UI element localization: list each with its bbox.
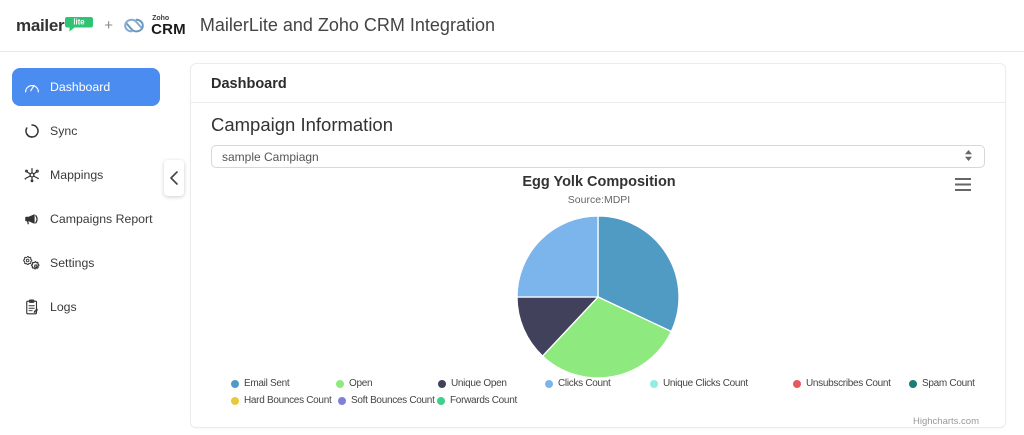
svg-text:lite: lite	[74, 17, 86, 26]
